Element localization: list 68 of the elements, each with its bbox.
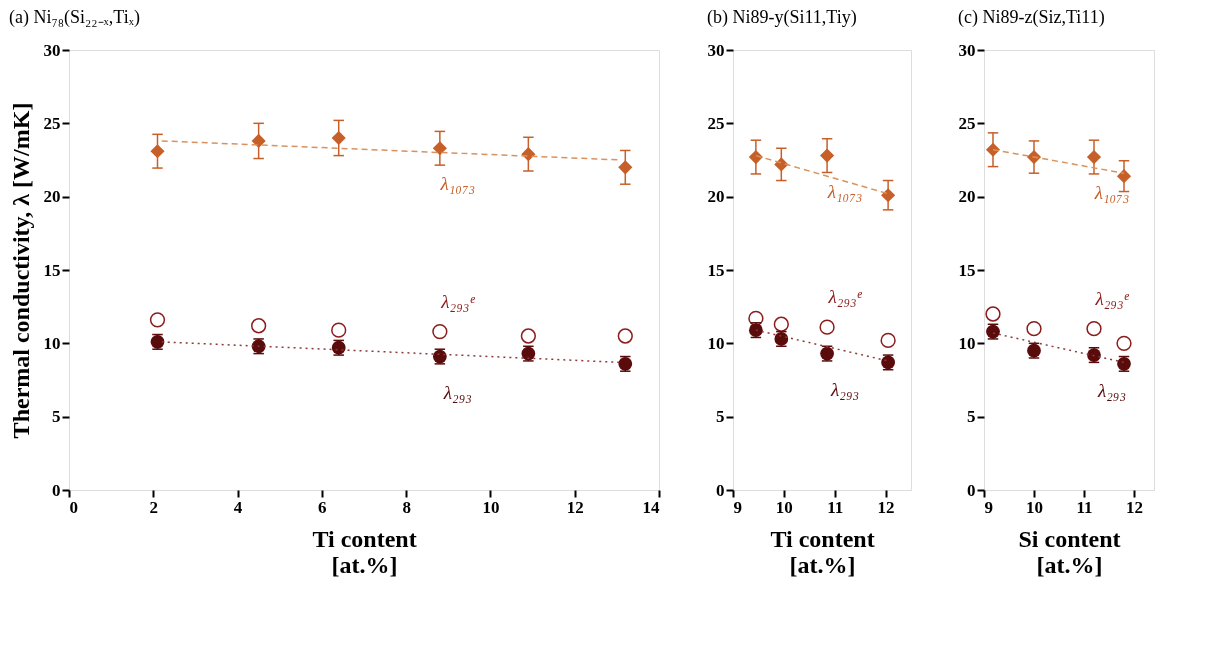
series-label: λ₂₉₃ᵉ <box>1094 287 1130 309</box>
point <box>819 319 835 335</box>
x-tick-label: 11 <box>827 497 844 517</box>
point <box>985 306 1001 322</box>
point <box>520 328 536 344</box>
y-tick-label: 10 <box>43 333 61 353</box>
x-tick-label: 9 <box>984 497 993 517</box>
point <box>149 312 166 328</box>
series-label: λ₂₉₃ <box>442 381 472 403</box>
y-tick-label: 5 <box>967 407 976 427</box>
x-tick-label: 6 <box>318 497 327 517</box>
y-tick-label: 0 <box>716 480 725 500</box>
y-tick-label: 10 <box>958 333 976 353</box>
point <box>1116 335 1132 351</box>
point <box>432 323 448 340</box>
x-tick-label: 11 <box>1076 497 1093 517</box>
series-label: λ₂₉₃ <box>1096 380 1127 402</box>
chart-title: (b) Ni89-y(Si11,Tiy) <box>707 7 857 28</box>
y-tick-label: 25 <box>958 113 976 133</box>
y-tick-label: 25 <box>707 113 725 133</box>
series-label: λ₁₀₇₃ <box>1093 182 1130 204</box>
x-tick-label: 10 <box>775 497 793 517</box>
point <box>617 328 633 344</box>
y-tick-label: 20 <box>958 187 976 207</box>
point <box>1026 321 1042 337</box>
x-tick-label: 14 <box>642 497 660 517</box>
x-tick-label: 0 <box>69 497 78 517</box>
point <box>773 316 789 332</box>
y-tick-label: 10 <box>707 333 725 353</box>
y-tick-label: 30 <box>958 40 976 60</box>
point <box>331 322 347 338</box>
y-tick-label: 25 <box>43 113 61 133</box>
chart-title: (a) Ni₇₈(Si₂₂₋ₓ,Tiₓ) <box>9 7 140 28</box>
x-axis-title: Ti content [at.%] <box>312 525 417 578</box>
x-axis-title: Ti content [at.%] <box>770 525 875 578</box>
x-axis-title: Si content [at.%] <box>1018 525 1121 578</box>
chart-title: (c) Ni89-z(Siz,Ti11) <box>958 7 1105 28</box>
y-tick-label: 30 <box>707 40 725 60</box>
x-tick-label: 4 <box>233 497 243 517</box>
point <box>1086 321 1102 337</box>
y-tick-label: 0 <box>52 480 61 500</box>
y-axis-title: Thermal conductivity, λ [W/mK] <box>7 102 34 439</box>
series-label: λ₁₀₇₃ <box>826 180 863 202</box>
point <box>748 310 764 327</box>
point <box>880 332 896 349</box>
point <box>618 160 633 175</box>
y-tick-label: 5 <box>716 407 725 427</box>
x-tick-label: 12 <box>877 497 895 517</box>
x-tick-label: 9 <box>733 497 742 517</box>
series-label: λ₂₉₃ᵉ <box>440 290 476 312</box>
x-tick-label: 12 <box>1126 497 1143 517</box>
x-tick-label: 10 <box>482 497 500 517</box>
series-label: λ₁₀₇₃ <box>439 173 476 195</box>
y-tick-label: 30 <box>43 40 61 60</box>
y-tick-label: 5 <box>52 407 61 427</box>
y-tick-label: 15 <box>43 260 61 280</box>
x-tick-label: 2 <box>149 497 159 517</box>
y-tick-label: 15 <box>958 260 976 280</box>
series-label: λ₂₉₃ᵉ <box>827 286 863 308</box>
y-tick-label: 15 <box>707 260 725 280</box>
series-label: λ₂₉₃ <box>830 378 860 400</box>
y-tick-label: 0 <box>967 480 976 500</box>
x-tick-label: 8 <box>402 497 411 517</box>
y-tick-label: 20 <box>43 187 61 207</box>
y-tick-label: 20 <box>707 187 725 207</box>
x-tick-label: 10 <box>1026 497 1043 517</box>
x-tick-label: 12 <box>566 497 584 517</box>
point <box>251 318 267 334</box>
